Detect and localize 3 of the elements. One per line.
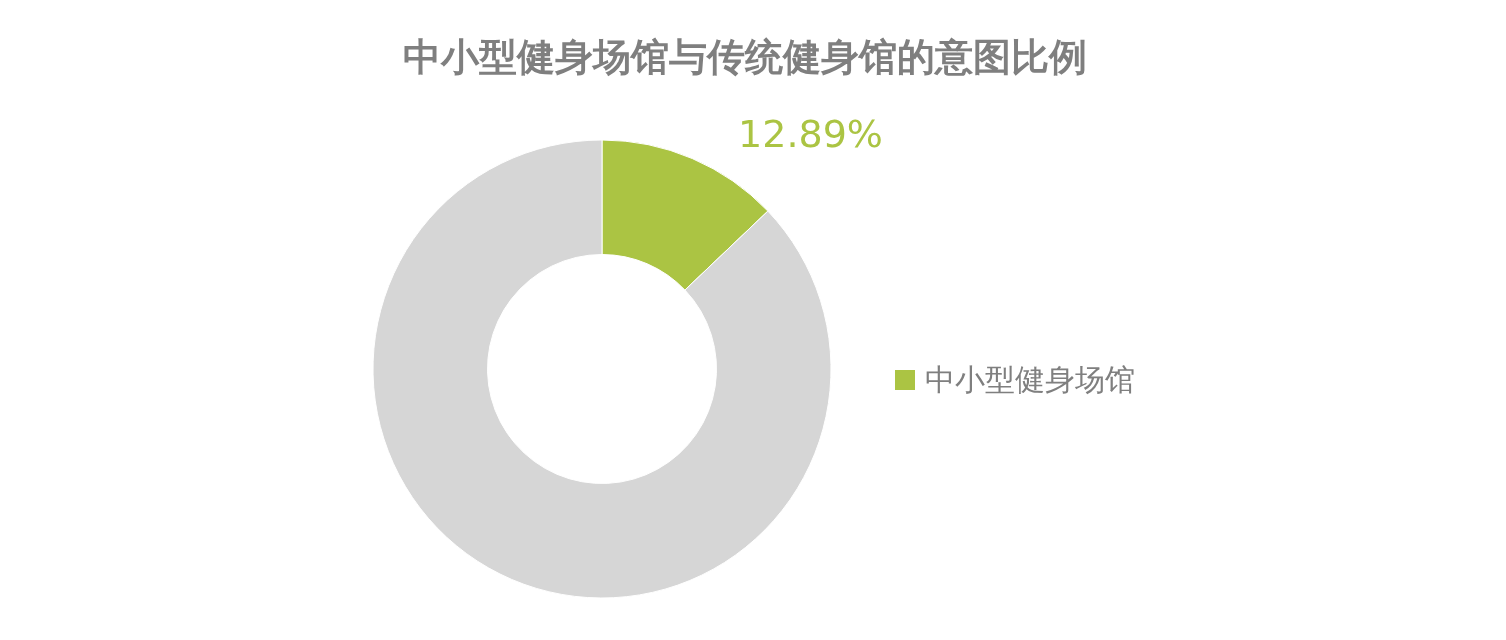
chart-title: 中小型健身场馆与传统健身馆的意图比例 [403,35,1087,79]
legend-label: 中小型健身场馆 [925,361,1135,397]
data-label: 12.89% [738,112,883,157]
